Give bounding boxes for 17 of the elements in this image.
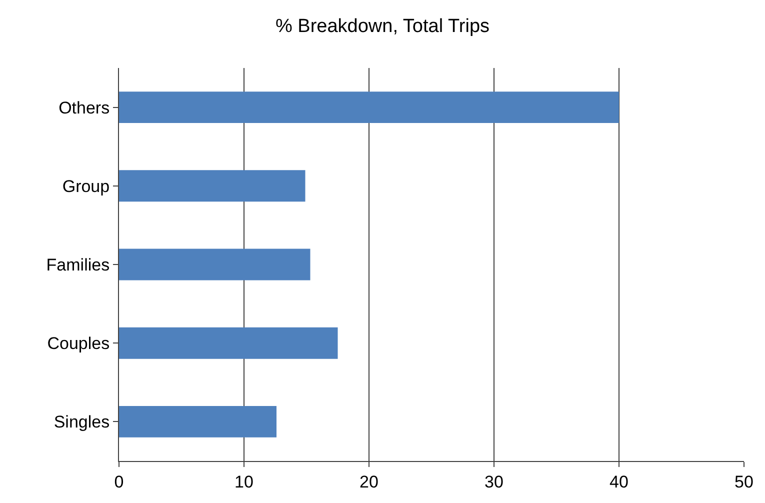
bar (119, 248, 310, 280)
y-tick-label: Families (46, 255, 110, 274)
x-tick-label: 30 (484, 472, 504, 492)
x-tick-label: 10 (234, 472, 254, 492)
x-tick-label: 20 (360, 472, 378, 492)
x-tick-label: 0 (114, 472, 124, 492)
chart-title: % Breakdown, Total Trips (275, 16, 490, 37)
bar (119, 170, 306, 202)
y-tick-label: Group (62, 176, 110, 196)
y-tick-label: Singles (54, 412, 110, 432)
x-tick-label: 40 (610, 472, 628, 492)
bar (119, 327, 338, 359)
y-tick-label: Others (58, 98, 110, 118)
x-tick-label: 50 (734, 472, 754, 492)
y-tick-label: Couples (47, 334, 110, 354)
bar (119, 406, 276, 438)
bar (119, 92, 619, 124)
